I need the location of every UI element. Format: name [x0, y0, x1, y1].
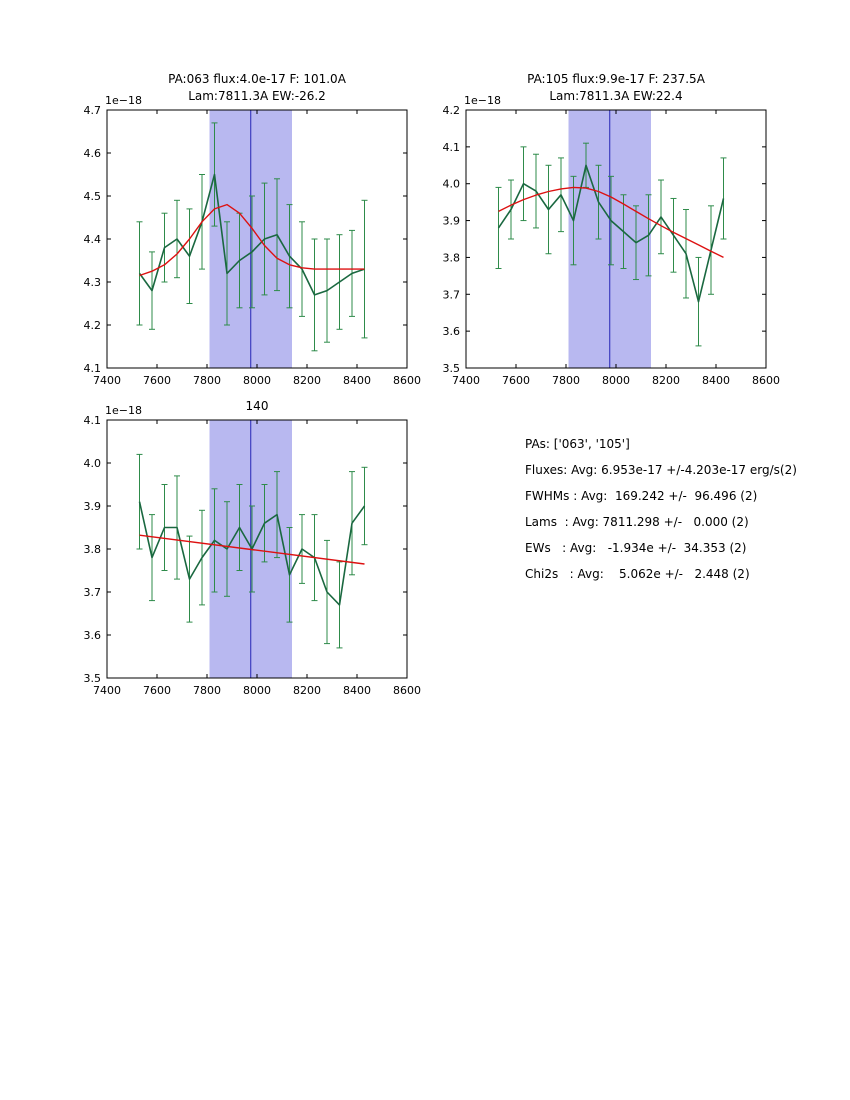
- svg-text:4.5: 4.5: [84, 190, 102, 203]
- plot-combined-140: 7400 7600 7800 8000 8200 8400 8600 3.5 3.6 3.7 3.8…: [62, 370, 442, 715]
- svg-text:8000: 8000: [243, 374, 271, 387]
- svg-text:8400: 8400: [702, 374, 730, 387]
- svg-text:4.3: 4.3: [84, 276, 102, 289]
- svg-text:8000: 8000: [243, 684, 271, 697]
- svg-text:3.6: 3.6: [443, 325, 461, 338]
- plot-pa063: 7400 7600 7800 8000 8200 8400 8600 4.1 4.2 4.3 4.4…: [62, 60, 442, 405]
- svg-text:3.9: 3.9: [84, 500, 102, 513]
- svg-text:8000: 8000: [602, 374, 630, 387]
- plot-combined-140-svg: 7400 7600 7800 8000 8200 8400 8600 3.5 3.6 3.7 3.8…: [84, 399, 422, 697]
- svg-text:7400: 7400: [93, 684, 121, 697]
- svg-text:4.1: 4.1: [443, 141, 461, 154]
- svg-text:8400: 8400: [343, 374, 371, 387]
- svg-text:8400: 8400: [343, 684, 371, 697]
- plot-pa063-svg: 7400 7600 7800 8000 8200 8400 8600 4.1 4.2 4.3 4.4…: [84, 72, 422, 387]
- svg-text:4.2: 4.2: [443, 104, 461, 117]
- svg-text:3.7: 3.7: [84, 586, 102, 599]
- svg-text:3.6: 3.6: [84, 629, 102, 642]
- stats-line-fluxes: Fluxes: Avg: 6.953e-17 +/-4.203e-17 erg/…: [525, 463, 797, 477]
- svg-text:PA:105 flux:9.9e-17 F: 237.5A: PA:105 flux:9.9e-17 F: 237.5A: [527, 72, 706, 86]
- svg-text:7400: 7400: [93, 374, 121, 387]
- stats-line-lams: Lams : Avg: 7811.298 +/- 0.000 (2): [525, 515, 749, 529]
- svg-text:3.5: 3.5: [443, 362, 461, 375]
- svg-text:7600: 7600: [143, 374, 171, 387]
- svg-text:7800: 7800: [193, 374, 221, 387]
- svg-text:3.7: 3.7: [443, 288, 461, 301]
- svg-text:7800: 7800: [552, 374, 580, 387]
- svg-text:8600: 8600: [393, 684, 421, 697]
- stats-line-chi2s: Chi2s : Avg: 5.062e +/- 2.448 (2): [525, 567, 750, 581]
- svg-text:7400: 7400: [452, 374, 480, 387]
- svg-text:3.9: 3.9: [443, 215, 461, 228]
- stats-line-ews: EWs : Avg: -1.934e +/- 34.353 (2): [525, 541, 747, 555]
- svg-text:3.8: 3.8: [443, 251, 461, 264]
- svg-text:4.2: 4.2: [84, 319, 102, 332]
- svg-text:7600: 7600: [143, 684, 171, 697]
- svg-text:4.0: 4.0: [84, 457, 102, 470]
- svg-text:8200: 8200: [293, 684, 321, 697]
- stats-panel: PAs: ['063', '105'] Fluxes: Avg: 6.953e-…: [525, 431, 797, 587]
- plot-pa105: 7400 7600 7800 8000 8200 8400 8600 3.5 3.6 3.7 3.8…: [421, 60, 801, 405]
- stats-line-pas: PAs: ['063', '105']: [525, 437, 630, 451]
- svg-text:4.4: 4.4: [84, 233, 102, 246]
- svg-text:PA:063 flux:4.0e-17 F: 101.0A: PA:063 flux:4.0e-17 F: 101.0A: [168, 72, 347, 86]
- svg-text:3.8: 3.8: [84, 543, 102, 556]
- svg-text:140: 140: [246, 399, 269, 413]
- svg-text:Lam:7811.3A EW:-26.2: Lam:7811.3A EW:-26.2: [188, 89, 326, 103]
- svg-text:4.1: 4.1: [84, 414, 102, 427]
- svg-text:1e−18: 1e−18: [105, 404, 142, 417]
- svg-text:1e−18: 1e−18: [464, 94, 501, 107]
- svg-text:1e−18: 1e−18: [105, 94, 142, 107]
- svg-text:8200: 8200: [293, 374, 321, 387]
- svg-text:4.1: 4.1: [84, 362, 102, 375]
- svg-text:3.5: 3.5: [84, 672, 102, 685]
- svg-text:4.6: 4.6: [84, 147, 102, 160]
- svg-text:7800: 7800: [193, 684, 221, 697]
- svg-text:8600: 8600: [393, 374, 421, 387]
- svg-text:4.7: 4.7: [84, 104, 102, 117]
- stats-line-fwhms: FWHMs : Avg: 169.242 +/- 96.496 (2): [525, 489, 758, 503]
- svg-text:Lam:7811.3A EW:22.4: Lam:7811.3A EW:22.4: [549, 89, 682, 103]
- svg-text:7600: 7600: [502, 374, 530, 387]
- svg-text:8600: 8600: [752, 374, 780, 387]
- svg-text:4.0: 4.0: [443, 178, 461, 191]
- plot-pa105-svg: 7400 7600 7800 8000 8200 8400 8600 3.5 3.6 3.7 3.8…: [443, 72, 781, 387]
- svg-text:8200: 8200: [652, 374, 680, 387]
